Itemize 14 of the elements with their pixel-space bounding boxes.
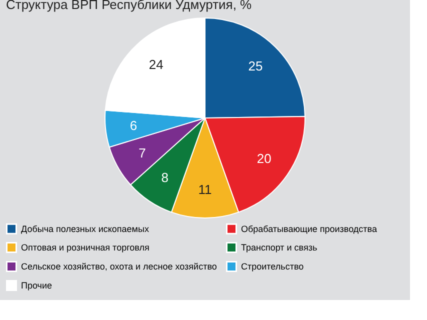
legend-label: Строительство xyxy=(241,262,304,272)
data-label: 8 xyxy=(161,170,168,185)
legend-label: Сельское хозяйство, охота и лесное хозяйство xyxy=(21,262,217,272)
legend-label: Оптовая и розничная торговля xyxy=(21,242,150,252)
data-label: 25 xyxy=(248,58,263,74)
legend-label: Транспорт и связь xyxy=(241,242,318,252)
data-label: 7 xyxy=(138,145,146,160)
data-label: 20 xyxy=(256,151,272,166)
data-label: 11 xyxy=(198,182,212,197)
legend-label: Обрабатывающие производства xyxy=(241,224,377,234)
legend-label: Добыча полезных ископаемых xyxy=(21,224,150,234)
data-label: 24 xyxy=(148,57,164,72)
legend-label: Прочие xyxy=(21,280,52,290)
data-label: 6 xyxy=(130,118,138,133)
